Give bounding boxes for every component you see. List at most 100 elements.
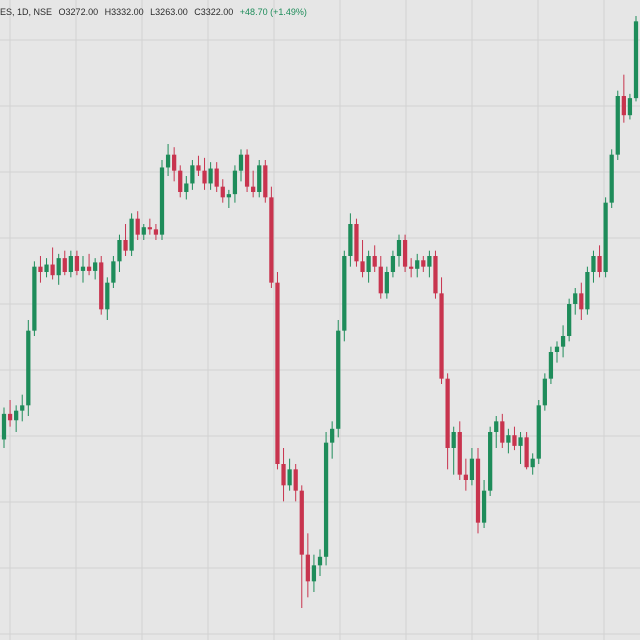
candle-down[interactable]	[50, 264, 55, 276]
candle-up[interactable]	[232, 170, 238, 195]
candle-up[interactable]	[536, 405, 541, 459]
candle-up[interactable]	[585, 272, 590, 310]
candle-down[interactable]	[153, 229, 159, 235]
candle-up[interactable]	[573, 293, 578, 304]
candle-up[interactable]	[165, 154, 171, 168]
candle-down[interactable]	[354, 224, 359, 262]
candle-down[interactable]	[172, 154, 177, 171]
candle-down[interactable]	[457, 432, 462, 475]
candle-down[interactable]	[147, 227, 152, 230]
candle-up[interactable]	[287, 469, 292, 486]
candle-down[interactable]	[299, 490, 304, 555]
candle-up[interactable]	[518, 437, 523, 446]
candle-up[interactable]	[317, 556, 323, 566]
candle-up[interactable]	[390, 256, 396, 272]
candle-up[interactable]	[494, 421, 499, 432]
candle-up[interactable]	[190, 165, 195, 184]
candle-down[interactable]	[372, 256, 377, 267]
candle-down[interactable]	[275, 282, 280, 464]
candle-up[interactable]	[415, 260, 420, 269]
candle-up[interactable]	[257, 165, 262, 192]
candle-up[interactable]	[141, 227, 146, 235]
candle-up[interactable]	[111, 261, 116, 283]
candle-up[interactable]	[32, 266, 37, 331]
candle-up[interactable]	[56, 258, 61, 276]
candle-down[interactable]	[178, 170, 183, 192]
candle-up[interactable]	[542, 378, 547, 406]
candle-up[interactable]	[451, 432, 456, 448]
candle-up[interactable]	[481, 490, 487, 523]
candle-down[interactable]	[38, 266, 43, 272]
candle-down[interactable]	[86, 266, 92, 271]
candle-down[interactable]	[360, 261, 365, 272]
candle-up[interactable]	[560, 336, 566, 347]
candle-down[interactable]	[597, 256, 602, 272]
candle-up[interactable]	[129, 218, 134, 251]
candle-down[interactable]	[135, 218, 140, 235]
candle-down[interactable]	[500, 421, 505, 443]
candle-up[interactable]	[68, 256, 73, 272]
candle-up[interactable]	[330, 428, 335, 443]
candle-up[interactable]	[93, 262, 98, 271]
candle-up[interactable]	[1, 413, 7, 440]
candle-up[interactable]	[488, 432, 493, 491]
candle-down[interactable]	[263, 165, 268, 198]
candle-down[interactable]	[269, 197, 274, 283]
candle-down[interactable]	[524, 437, 529, 468]
candle-down[interactable]	[409, 266, 414, 269]
candle-down[interactable]	[293, 469, 298, 491]
candle-down[interactable]	[475, 458, 481, 523]
candle-down[interactable]	[196, 165, 201, 171]
candle-down[interactable]	[244, 154, 250, 187]
candle-up[interactable]	[323, 442, 329, 557]
candle-down[interactable]	[220, 186, 225, 198]
candle-up[interactable]	[80, 266, 86, 271]
candle-down[interactable]	[579, 293, 584, 310]
candle-up[interactable]	[591, 256, 596, 272]
candle-up[interactable]	[603, 202, 608, 272]
candle-up[interactable]	[44, 264, 49, 272]
candle-up[interactable]	[226, 194, 231, 198]
candle-down[interactable]	[439, 293, 444, 379]
candle-down[interactable]	[512, 435, 517, 446]
candle-down[interactable]	[445, 378, 450, 448]
candle-down[interactable]	[378, 266, 383, 294]
candle-up[interactable]	[633, 21, 639, 99]
candle-up[interactable]	[26, 330, 31, 406]
candle-down[interactable]	[433, 256, 438, 294]
candle-up[interactable]	[530, 458, 535, 468]
candle-down[interactable]	[123, 240, 128, 251]
candle-down[interactable]	[62, 258, 67, 272]
candle-up[interactable]	[208, 168, 213, 184]
candle-up[interactable]	[117, 240, 122, 262]
candle-up[interactable]	[238, 154, 244, 171]
candle-down[interactable]	[7, 413, 13, 421]
candle-down[interactable]	[305, 554, 310, 582]
candle-up[interactable]	[159, 167, 165, 235]
candle-down[interactable]	[99, 262, 104, 310]
candle-up[interactable]	[384, 272, 389, 294]
candle-up[interactable]	[366, 256, 371, 272]
candle-down[interactable]	[621, 96, 626, 116]
candle-down[interactable]	[402, 240, 408, 267]
candle-down[interactable]	[421, 260, 426, 267]
candle-up[interactable]	[567, 304, 572, 336]
candle-up[interactable]	[615, 96, 620, 155]
candle-up[interactable]	[348, 224, 353, 256]
candle-up[interactable]	[105, 282, 110, 310]
candle-up[interactable]	[609, 154, 614, 203]
candle-up[interactable]	[184, 183, 189, 192]
candle-down[interactable]	[202, 170, 207, 184]
candle-up[interactable]	[554, 346, 560, 352]
candle-up[interactable]	[469, 458, 475, 480]
candle-up[interactable]	[342, 256, 347, 331]
candle-up[interactable]	[427, 256, 432, 267]
candle-up[interactable]	[20, 405, 25, 411]
candle-down[interactable]	[463, 474, 468, 480]
candle-up[interactable]	[627, 98, 633, 116]
candle-up[interactable]	[548, 352, 554, 379]
candle-up[interactable]	[336, 330, 341, 429]
candle-down[interactable]	[74, 256, 80, 271]
candle-up[interactable]	[311, 565, 317, 582]
